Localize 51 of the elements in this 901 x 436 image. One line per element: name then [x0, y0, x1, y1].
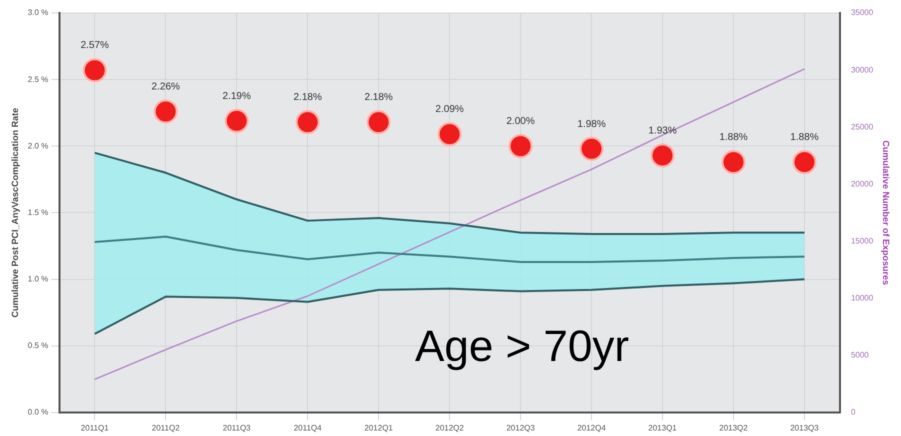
y-tick-label: 0.5 %	[28, 341, 48, 350]
point	[82, 58, 107, 82]
point	[721, 150, 746, 174]
y2-tick-label: 5000	[850, 350, 870, 360]
data-label: 2.00%	[506, 116, 535, 128]
y2-tick-label: 0	[850, 408, 856, 417]
data-label: 2.19%	[222, 90, 251, 102]
y-tick-label: 2.0 %	[28, 141, 48, 150]
point	[296, 110, 320, 134]
y2-tick-label: 10000	[850, 293, 874, 302]
y-axis-title: Cumulative Post PCI_AnyVascComplication Rate	[10, 108, 20, 318]
data-label: 2.18%	[364, 92, 393, 104]
y-tick-label: 3.0 %	[28, 8, 48, 18]
point	[224, 108, 249, 133]
data-label: 1.93%	[648, 125, 677, 136]
x-tick-label: 2013Q2	[719, 423, 748, 432]
x-tick-label: 2011Q3	[222, 423, 252, 432]
point	[438, 122, 462, 146]
point	[508, 134, 533, 158]
point	[154, 100, 178, 124]
data-label: 2.09%	[435, 104, 464, 116]
data-label: 1.88%	[719, 132, 748, 144]
y2-tick-label: 35000	[850, 8, 874, 18]
y2-tick-label: 30000	[850, 65, 874, 74]
y-tick-label: 2.5 %	[28, 74, 48, 84]
y-tick-label: 0.0 %	[28, 408, 48, 417]
y2-axis-title: Cumulative Number of Exposures	[881, 140, 892, 285]
data-label: 1.98%	[577, 118, 606, 130]
y-tick-label: 1.5 %	[28, 208, 48, 217]
point	[366, 110, 391, 134]
x-tick-label: 2012Q1	[364, 423, 394, 432]
x-tick-label: 2012Q4	[577, 423, 606, 432]
point	[580, 136, 604, 161]
x-tick-label: 2011Q4	[294, 423, 322, 432]
point	[650, 143, 675, 168]
data-label: 2.18%	[293, 92, 322, 104]
y2-tick-label: 15000	[850, 236, 874, 246]
point	[792, 150, 816, 174]
data-label: 2.57%	[80, 40, 110, 52]
annotation: Age > 70yr	[415, 322, 630, 372]
x-tick-label: 2011Q2	[152, 423, 180, 432]
y2-tick-label: 25000	[850, 122, 874, 132]
x-tick-label: 2012Q2	[435, 423, 464, 432]
data-label: 1.88%	[790, 132, 819, 144]
y2-tick-label: 20000	[850, 179, 874, 188]
y-tick-label: 1.0 %	[28, 274, 48, 284]
x-tick-label: 2012Q3	[506, 423, 536, 432]
x-tick-label: 2011Q1	[80, 423, 110, 432]
x-tick-label: 2013Q1	[648, 423, 678, 432]
data-label: 2.26%	[152, 82, 180, 93]
x-tick-label: 2013Q3	[790, 423, 820, 432]
